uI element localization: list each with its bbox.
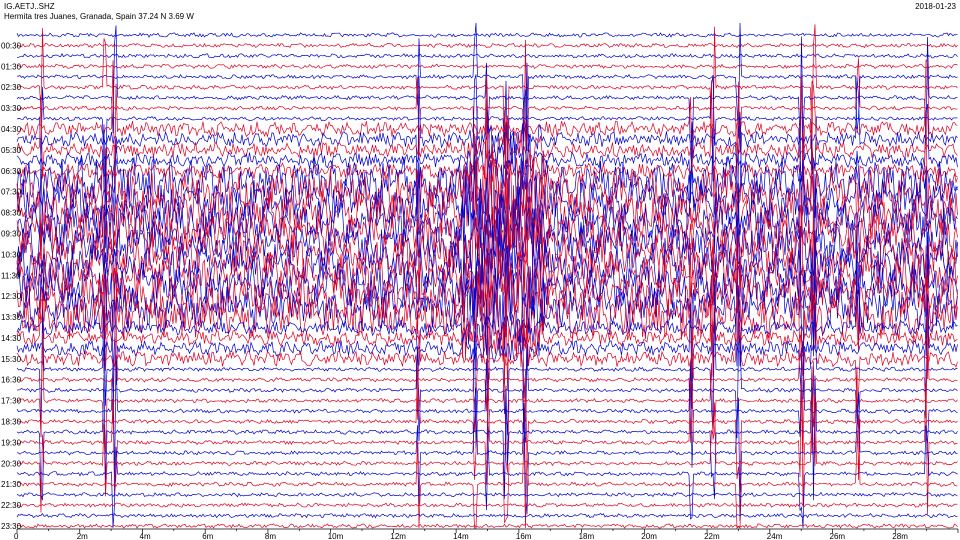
trace-row-6 [16,25,958,171]
row-label-1230: 12:30 [1,292,22,301]
row-label-2330: 23:30 [1,522,22,531]
row-label-0030: 00:30 [1,41,22,50]
row-label-2030: 20:30 [1,459,22,468]
row-label-0830: 08:30 [1,209,22,218]
trace-row-25 [16,229,958,352]
trace-row-45 [16,502,958,508]
row-label-1930: 19:30 [1,438,22,447]
trace-row-36 [16,340,958,486]
row-label-0430: 04:30 [1,125,22,134]
row-label-1430: 14:30 [1,334,22,343]
x-tick-label-2m: 2m [77,532,88,540]
x-tick-label-0: 0 [14,532,19,540]
x-tick-label-4m: 4m [140,532,151,540]
row-label-1830: 18:30 [1,418,22,427]
x-tick-label-26m: 26m [830,532,846,540]
row-label-1630: 16:30 [1,376,22,385]
row-label-1530: 15:30 [1,355,22,364]
row-label-0230: 02:30 [1,83,22,92]
trace-row-40 [16,387,958,522]
row-label-0730: 07:30 [1,188,22,197]
row-label-0930: 09:30 [1,230,22,239]
trace-row-44 [16,491,958,498]
row-label-0130: 01:30 [1,62,22,71]
row-label-1330: 13:30 [1,313,22,322]
x-tick-label-14m: 14m [453,532,469,540]
trace-row-17 [16,115,958,299]
trace-row-28 [16,259,958,399]
trace-row-12 [16,103,958,238]
x-tick-label-28m: 28m [892,532,908,540]
trace-row-33 [16,306,958,454]
trace-row-18 [16,159,958,295]
row-label-0630: 06:30 [1,167,22,176]
x-axis: 0 2m 4m 6m 8m 10m 12m 14m 16m 18m 20m 22m 24m 26m 28m [14,528,959,540]
trace-row-9 [16,59,958,193]
trace-row-0 [16,32,958,38]
row-label-0530: 05:30 [1,146,22,155]
trace-row-3 [16,63,958,70]
row-label-1730: 17:30 [1,397,22,406]
row-label-1030: 10:30 [1,250,22,259]
x-tick-label-12m: 12m [390,532,406,540]
trace-row-42 [16,425,958,529]
record-date: 2018-01-23 [915,2,956,11]
row-label-2130: 21:30 [1,480,22,489]
x-tick-label-10m: 10m [328,532,344,540]
x-tick-label-22m: 22m [704,532,720,540]
x-tick-label-18m: 18m [579,532,595,540]
trace-row-39 [16,372,958,515]
x-tick-label-8m: 8m [265,532,276,540]
trace-row-24 [16,219,958,374]
x-tick-label-16m: 16m [516,532,532,540]
trace-row-43 [16,414,958,529]
trace-row-2 [16,53,958,59]
row-label-group: 00:30 01:30 02:30 03:30 04:30 05:30 06:30 07:30… [1,41,22,531]
station-code: IG.AETJ..SHZ [4,2,55,11]
row-label-2230: 22:30 [1,501,22,510]
x-tick-label-20m: 20m [641,532,657,540]
row-label-1130: 11:30 [1,271,21,280]
row-label-0330: 03:30 [1,104,22,113]
station-location: Hermita tres Juanes, Granada, Spain 37.2… [4,12,194,21]
trace-row-47 [16,523,958,529]
trace-row-10 [16,62,958,215]
trace-row-46 [16,512,958,519]
trace-group [16,22,958,529]
x-tick-label-24m: 24m [767,532,783,540]
trace-row-1 [16,42,958,49]
x-tick-label-6m: 6m [202,532,213,540]
